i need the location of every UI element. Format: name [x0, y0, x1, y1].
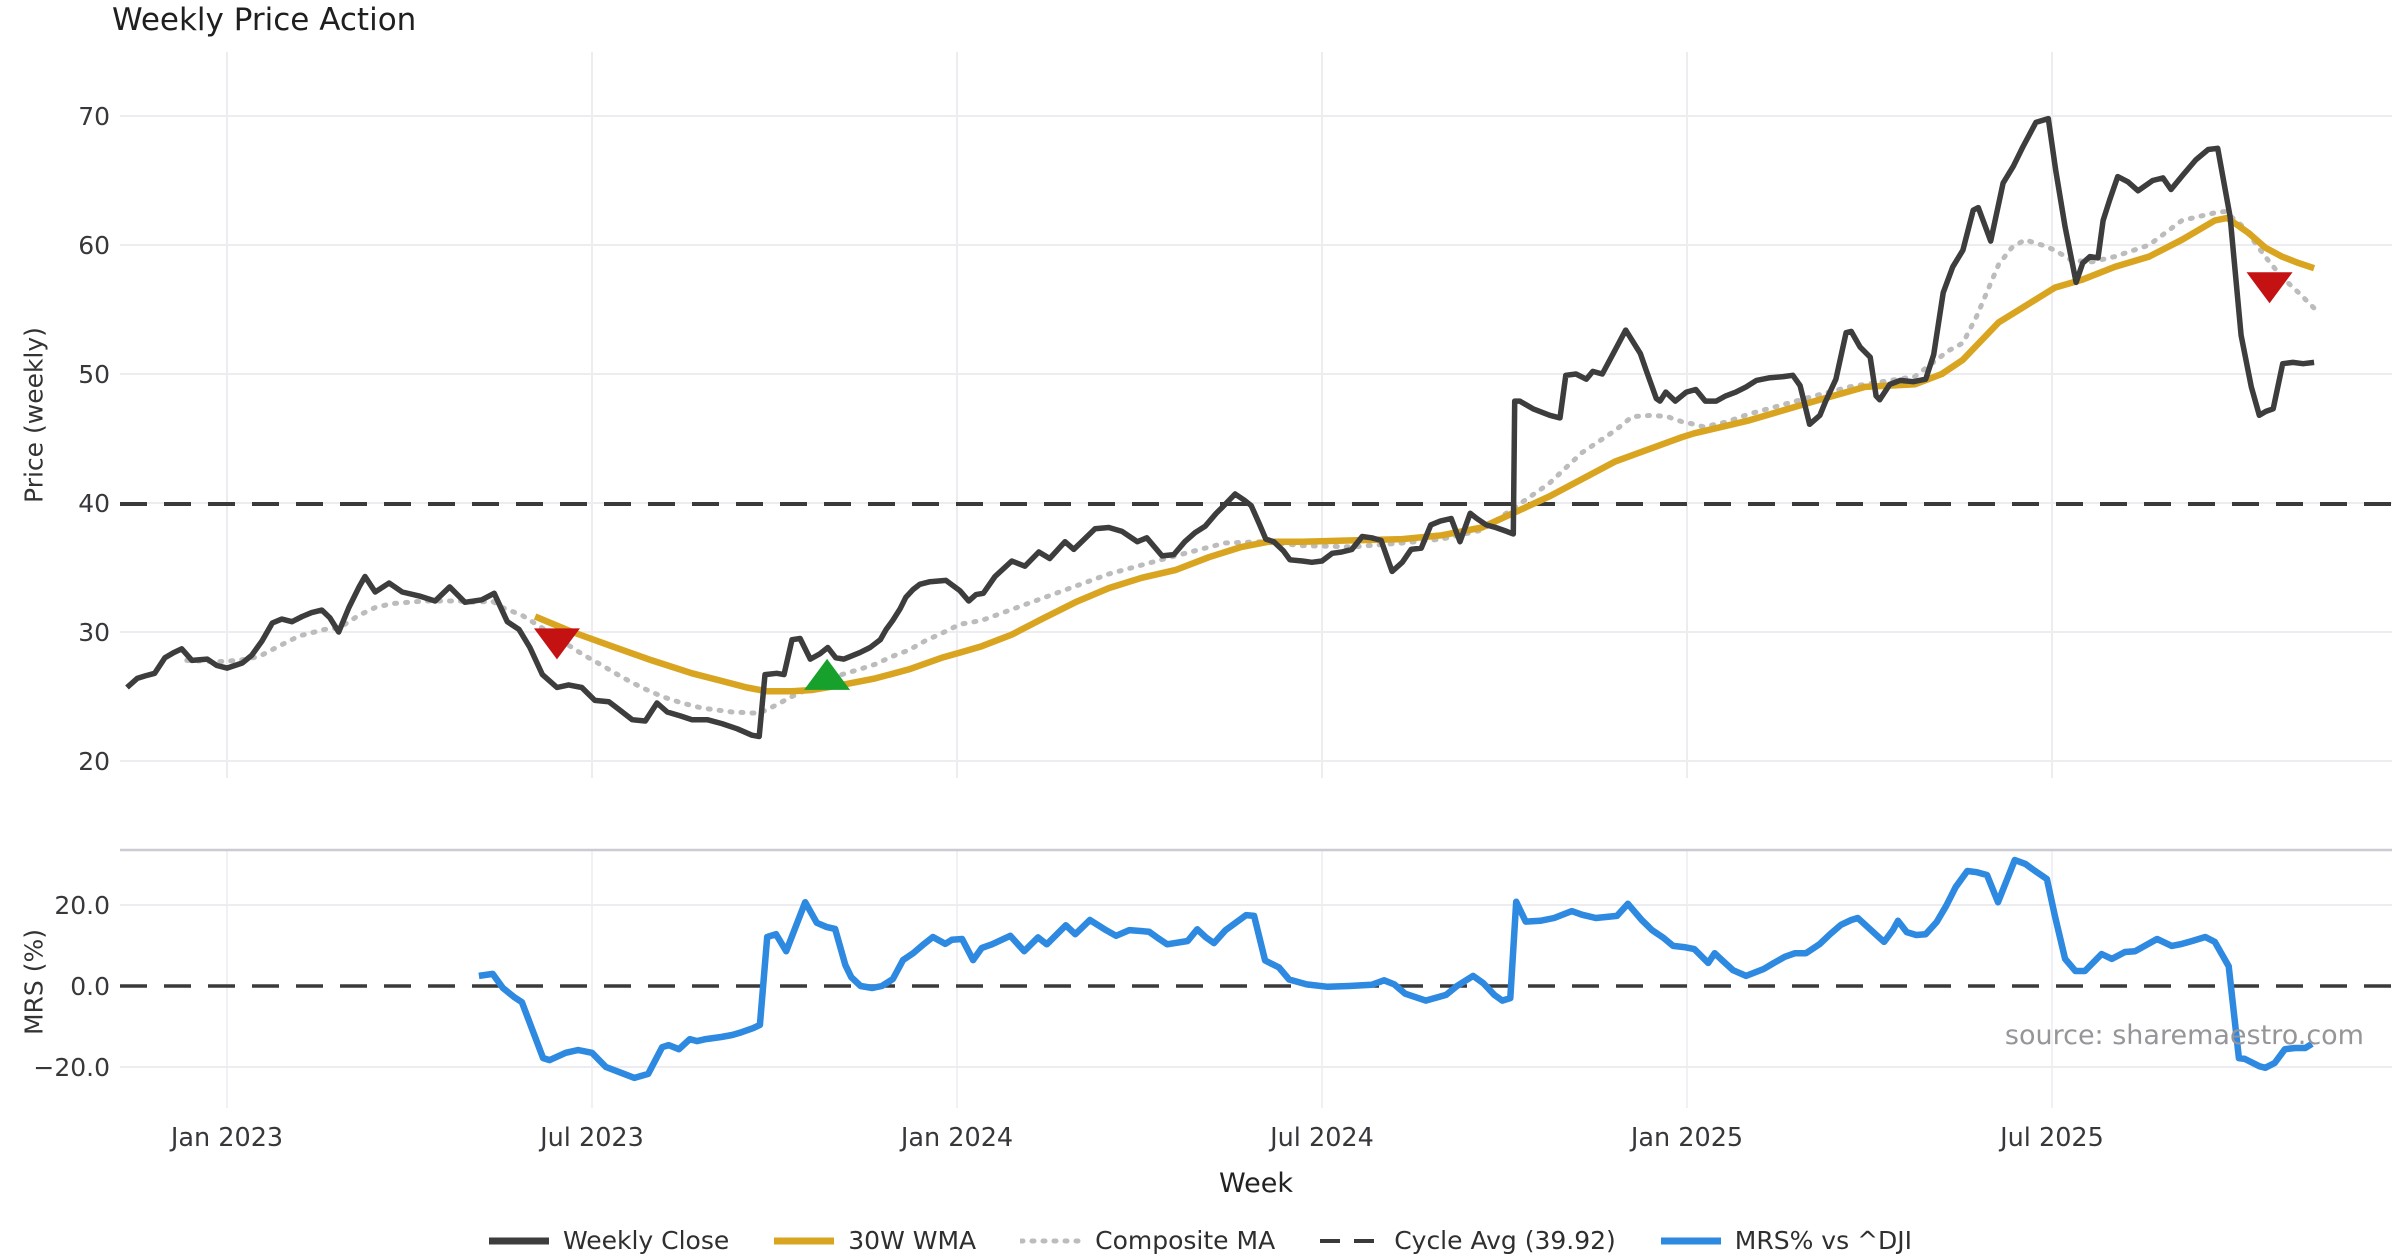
legend-item: 30W WMA — [773, 1226, 976, 1255]
page-title: Weekly Price Action — [112, 2, 417, 38]
price-tick-label: 20 — [78, 747, 110, 776]
legend-line-swatch — [1020, 1238, 1083, 1243]
x-tick-label: Jan 2025 — [1629, 1123, 1743, 1153]
x-tick-label: Jan 2023 — [169, 1123, 283, 1153]
mrs-tick-label: −20.0 — [33, 1053, 110, 1082]
legend-item: Weekly Close — [488, 1226, 729, 1255]
price-tick-label: 30 — [78, 618, 110, 647]
legend-label: Cycle Avg (39.92) — [1394, 1226, 1616, 1255]
legend-line-swatch — [1320, 1238, 1381, 1243]
sell-signal-marker — [533, 628, 580, 660]
price-tick-label: 70 — [78, 102, 110, 131]
buy-signal-marker — [804, 658, 851, 690]
legend-label: Composite MA — [1095, 1226, 1276, 1255]
price-tick-label: 60 — [78, 231, 110, 260]
legend-label: 30W WMA — [848, 1226, 977, 1255]
mrs-axis-label: MRS (%) — [19, 928, 49, 1036]
composite-ma-line — [184, 209, 2317, 716]
legend-line-swatch — [774, 1237, 835, 1244]
weekly-close-line — [125, 115, 2315, 740]
week-axis-label: Week — [1219, 1168, 1293, 1199]
legend-line-swatch — [1660, 1237, 1721, 1244]
mrs-tick-label: 20.0 — [54, 891, 110, 920]
mrs-line — [478, 856, 2314, 1082]
x-tick-label: Jan 2024 — [899, 1123, 1013, 1153]
legend-item: MRS% vs ^DJI — [1660, 1226, 1912, 1255]
wma-line — [533, 214, 2316, 695]
source-note: source: sharemaestro.com — [2004, 1020, 2364, 1051]
sell-signal-marker — [2246, 272, 2293, 304]
price-axis-label: Price (weekly) — [19, 327, 49, 503]
legend-item: Composite MA — [1020, 1226, 1275, 1255]
legend-label: Weekly Close — [562, 1226, 730, 1255]
legend-line-swatch — [488, 1237, 549, 1244]
x-tick-label: Jul 2024 — [1268, 1123, 1374, 1153]
x-tick-label: Jul 2023 — [538, 1123, 644, 1153]
chart-legend: Weekly Close 30W WMA Composite MA Cycle Avg… — [0, 1226, 2400, 1255]
mrs-tick-label: 0.0 — [70, 972, 110, 1001]
price-tick-label: 40 — [78, 489, 110, 518]
legend-item: Cycle Avg (39.92) — [1319, 1226, 1616, 1255]
legend-label: MRS% vs ^DJI — [1734, 1226, 1913, 1255]
x-tick-label: Jul 2025 — [1998, 1123, 2104, 1153]
price-tick-label: 50 — [78, 360, 110, 389]
